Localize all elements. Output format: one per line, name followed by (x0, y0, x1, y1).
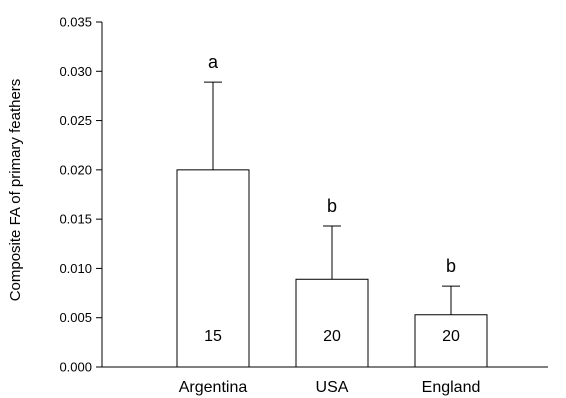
y-tick-label: 0.010 (59, 261, 92, 276)
y-tick-label: 0.025 (59, 113, 92, 128)
bar-argentina (176, 169, 250, 368)
y-ticks: 0.000 0.005 0.010 0.015 0.020 0.025 0.030 0.035 (59, 15, 102, 375)
bars: a 15 b 20 b 20 (176, 52, 488, 368)
y-tick-label: 0.005 (59, 310, 92, 325)
bar-england (414, 314, 488, 368)
significance-letter: a (208, 52, 219, 72)
bar-usa (295, 278, 369, 368)
x-tick-label: Argentina (179, 379, 248, 396)
sample-size-label: 20 (323, 328, 341, 345)
y-tick-label: 0.035 (59, 15, 92, 30)
sample-size-label: 20 (442, 328, 460, 345)
significance-letter: b (446, 256, 456, 276)
y-tick-label: 0.020 (59, 162, 92, 177)
x-tick-labels: Argentina USA England (179, 379, 481, 396)
x-tick-label: USA (316, 379, 349, 396)
y-tick-label: 0.015 (59, 212, 92, 227)
y-axis-label: Composite FA of primary feathers (7, 79, 24, 302)
x-tick-label: England (422, 379, 481, 396)
y-tick-label: 0.030 (59, 64, 92, 79)
sample-size-label: 15 (204, 328, 222, 345)
y-tick-label: 0.000 (59, 360, 92, 375)
significance-letter: b (327, 196, 337, 216)
